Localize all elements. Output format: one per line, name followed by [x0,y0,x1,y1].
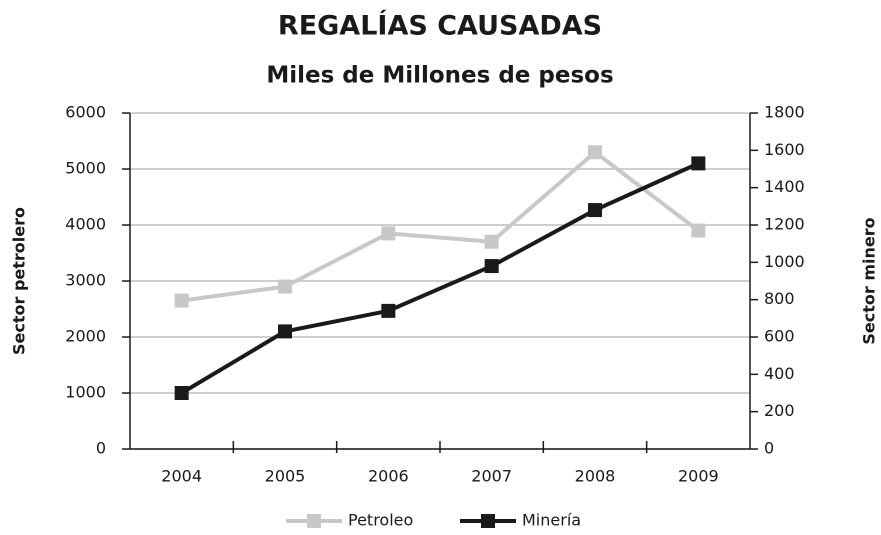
series-marker [174,386,189,400]
series-marker [381,226,396,241]
series-marker [588,203,602,218]
y2-tick-label: 600 [764,327,795,346]
x-tick-label: 2005 [265,467,306,486]
x-tick-label: 2007 [471,467,512,486]
series-line [181,149,700,303]
y-axis-title: Sector petrolero [10,207,29,355]
series-marker [691,223,706,238]
y2-tick-label: 0 [764,439,774,458]
y2-tick-label: 1400 [764,177,805,196]
x-tick-label: 2004 [161,467,202,486]
y2-tick-label: 800 [764,289,795,308]
y2-tick-label: 200 [764,401,795,420]
x-tick-label: 2006 [368,467,409,486]
chart-subtitle: Miles de Millones de pesos [266,63,613,89]
y-tick-label: 1000 [65,383,106,402]
y2-tick-label: 1800 [764,103,805,122]
x-tick-label: 2008 [575,467,616,486]
series-line [180,161,700,395]
series-marker [588,145,602,160]
y-tick-label: 2000 [65,327,106,346]
series-marker [381,303,396,318]
series-marker [278,279,292,294]
legend-marker [307,514,321,528]
y-tick-label: 6000 [65,103,106,122]
y2-axis-title: Sector minero [860,217,879,344]
series-marker [484,234,499,249]
y-tick-label: 4000 [65,215,106,234]
chart-title: REGALÍAS CAUSADAS [278,10,602,42]
legend-marker [481,514,495,528]
y2-tick-label: 400 [764,364,795,383]
legend-label: Petroleo [348,511,413,530]
y2-tick-label: 1200 [764,215,805,234]
y-tick-label: 5000 [65,159,106,178]
series-marker [174,293,189,308]
series-marker [484,259,499,274]
legend-label: Minería [522,511,581,530]
x-tick-label: 2009 [678,467,719,486]
y-tick-label: 3000 [65,271,106,290]
y2-tick-label: 1000 [764,252,805,271]
series-marker [691,156,706,171]
series-marker [278,324,292,339]
y2-tick-label: 1600 [764,140,805,159]
y-tick-label: 0 [96,439,106,458]
